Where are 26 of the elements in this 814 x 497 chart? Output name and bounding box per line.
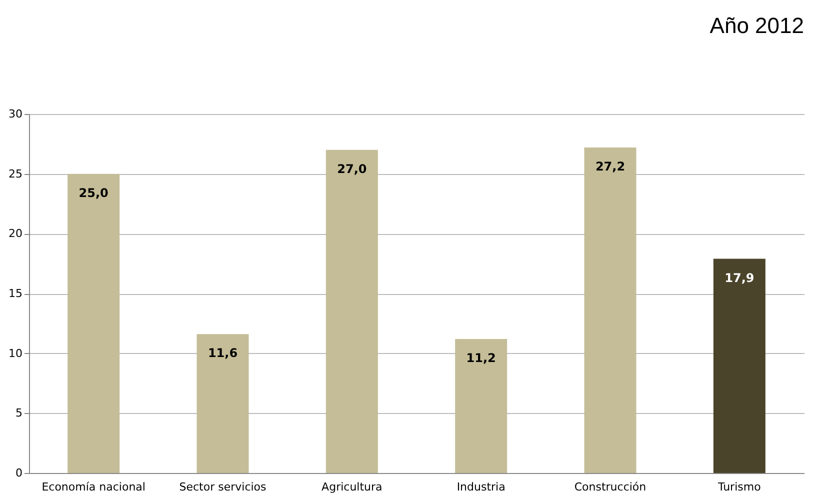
x-tick-label: Turismo [717, 480, 762, 494]
x-tick-label: Industria [456, 480, 506, 494]
bar [713, 258, 766, 473]
y-tick-label: 25 [8, 167, 22, 180]
chart-title: Año 2012 [710, 13, 804, 38]
x-tick-label: Sector servicios [179, 480, 267, 494]
x-tick-label: Agricultura [322, 480, 382, 494]
bar [196, 334, 249, 473]
bar [68, 174, 120, 473]
data-label: 11,2 [466, 350, 496, 365]
x-tick-label: Construcción [574, 480, 646, 494]
bar [455, 338, 508, 473]
y-tick-label: 10 [8, 346, 22, 360]
data-label: 27,0 [337, 162, 367, 176]
x-tick-label: Economía nacional [42, 480, 146, 494]
data-label: 25,0 [78, 186, 108, 200]
bar [584, 148, 636, 473]
data-label: 17,9 [724, 270, 754, 285]
y-tick-label: 30 [8, 108, 22, 120]
data-label: 27,2 [595, 160, 626, 174]
bar [326, 150, 378, 473]
y-tick-label: 20 [8, 227, 22, 240]
y-tick-label: 5 [16, 406, 22, 420]
y-tick-label: 0 [16, 466, 22, 480]
data-label: 11,6 [208, 346, 238, 360]
y-tick-label: 15 [8, 287, 22, 300]
